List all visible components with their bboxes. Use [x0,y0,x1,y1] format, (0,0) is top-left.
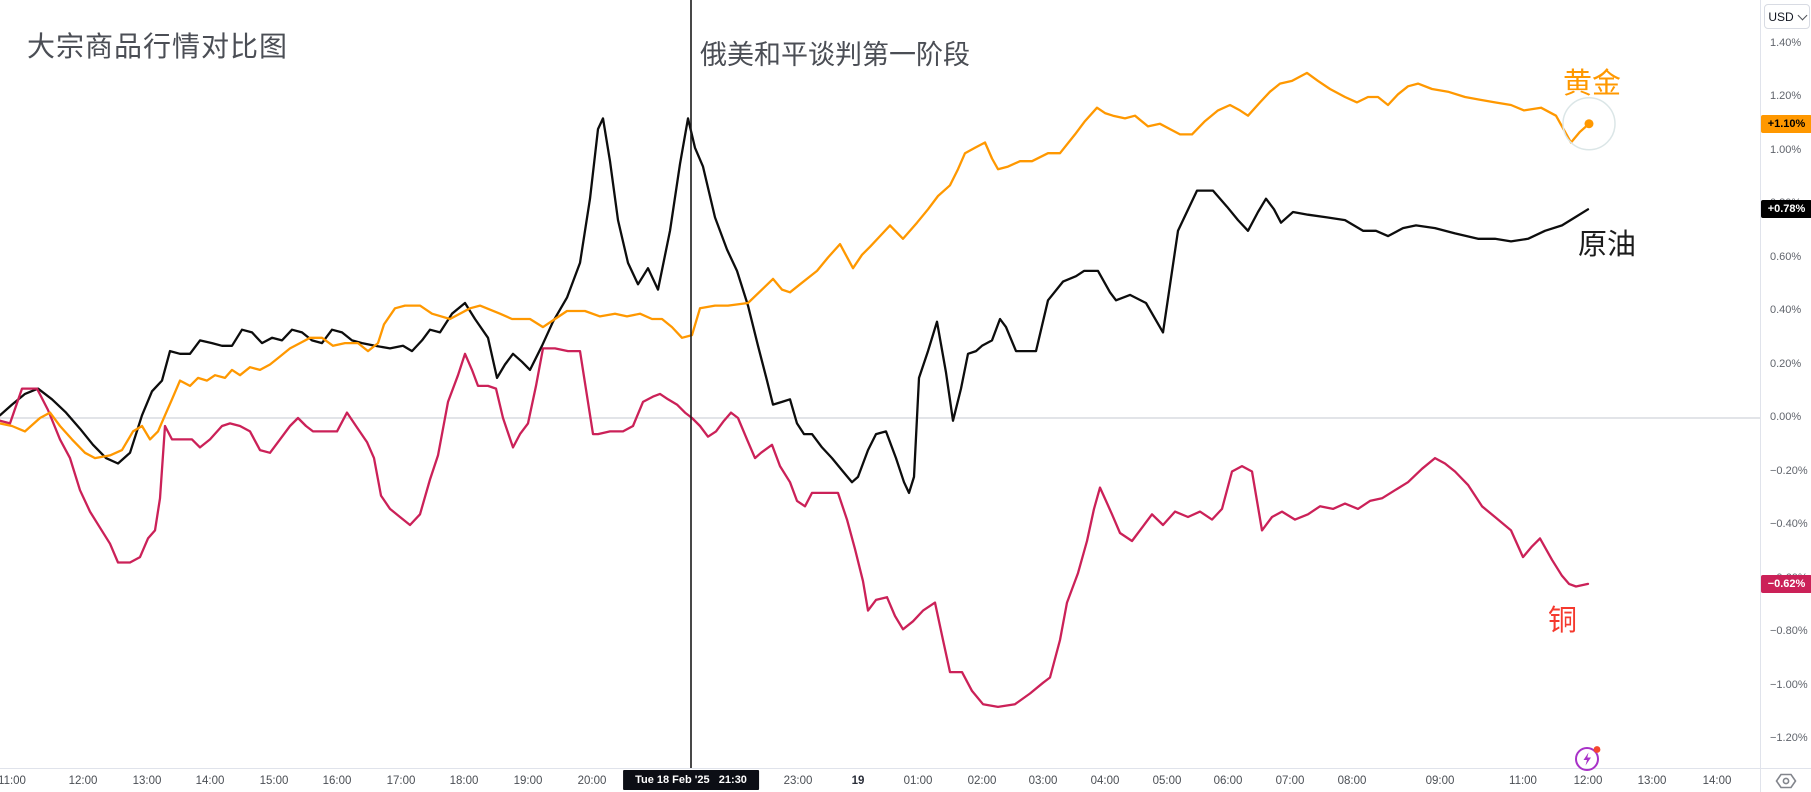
time-axis-label: 23:00 [783,775,813,787]
series-label-copper: 铜 [1548,605,1578,637]
time-axis-label: 16:00 [322,775,352,787]
time-axis-label: 02:00 [967,775,997,787]
price-axis-label: 1.40% [1770,36,1802,49]
series-label-gold: 黄金 [1563,68,1622,100]
series-line-crude-oil [0,117,1590,495]
time-axis-label: 11:00 [0,775,26,787]
price-axis-label: −0.20% [1770,464,1808,477]
time-axis-label: 06:00 [1213,775,1243,787]
time-axis-label: 15:00 [259,775,289,787]
price-lines-plot [0,0,1760,768]
time-axis-label: 13:00 [1637,775,1667,787]
time-axis-label: 19 [851,775,865,787]
page-title: 大宗商品行情对比图 [27,31,289,62]
price-axis-label: −1.20% [1770,732,1808,744]
price-axis-label: −0.80% [1770,625,1808,637]
event-time-badge: Tue 18 Feb '25 21:30 [623,770,759,790]
currency-label: USD [1768,9,1794,24]
axis-settings-icon[interactable] [1774,773,1798,789]
time-axis-label: 13:00 [132,775,162,787]
time-axis-label: 14:00 [1702,775,1732,787]
price-axis-label: 0.40% [1770,304,1802,316]
time-axis-label: 17:00 [386,775,416,787]
flash-events-icon[interactable] [1573,743,1605,773]
chart-canvas[interactable] [0,0,1760,768]
time-axis-label: 14:00 [195,775,225,787]
time-axis[interactable]: Tue 18 Feb '25 21:30 11:00 12:00 13:00 14:0… [0,768,1760,792]
time-axis-label: 04:00 [1090,775,1120,787]
time-axis-label: 11:00 [1509,775,1537,787]
price-axis-label: −0.40% [1770,518,1808,530]
time-axis-label: 09:00 [1425,775,1455,787]
time-axis-label: 08:00 [1337,775,1367,787]
last-price-badge: +0.78% [1761,200,1811,219]
price-axis-label: 0.00% [1770,411,1802,423]
event-annotation: 俄美和平谈判第一阶段 [700,40,970,70]
price-axis-label: 1.00% [1770,143,1802,156]
last-price-badge: −0.62% [1761,574,1811,593]
time-axis-label: 03:00 [1028,775,1058,787]
time-axis-label: 12:00 [1573,775,1603,787]
price-axis-label: 0.20% [1770,357,1802,370]
time-axis-label: 01:00 [903,775,933,787]
last-price-halo [1562,97,1616,151]
time-axis-label: 20:00 [577,775,607,787]
price-axis-label: 1.20% [1770,90,1802,102]
currency-dropdown[interactable]: USD [1764,4,1810,29]
last-price-badge: +1.10% [1761,114,1811,133]
time-axis-label: 12:00 [68,775,98,787]
time-axis-label: 05:00 [1152,775,1182,787]
price-axis[interactable]: 1.40%1.20%1.00%0.80%0.60%0.40%0.20%0.00%… [1760,0,1811,768]
time-axis-label: 18:00 [449,775,479,787]
time-axis-label: 07:00 [1275,775,1305,787]
price-axis-label: −1.00% [1770,678,1808,691]
series-label-crude-oil: 原油 [1578,229,1637,261]
series-line-gold [0,71,1591,460]
last-price-dot [1584,119,1594,129]
chevron-down-icon [1797,10,1808,20]
price-axis-label: 0.60% [1770,250,1802,263]
time-axis-label: 19:00 [513,775,543,787]
series-line-copper [0,347,1590,709]
